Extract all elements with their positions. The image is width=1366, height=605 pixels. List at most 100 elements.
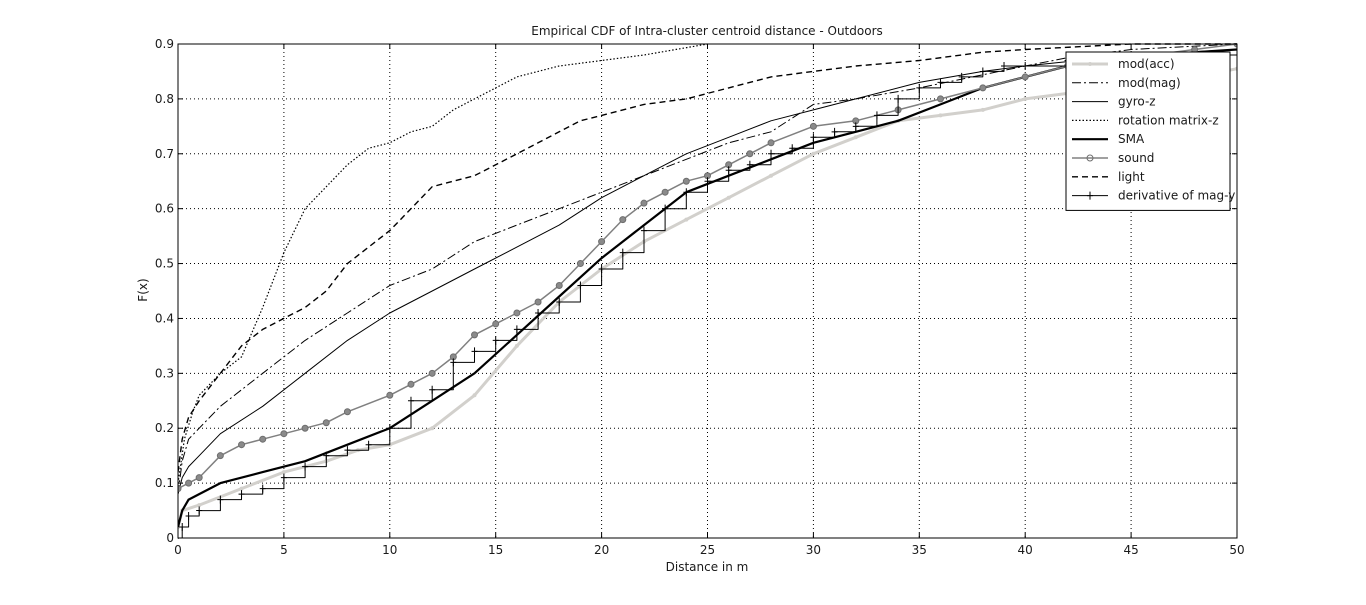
series-point bbox=[916, 83, 923, 92]
series-point bbox=[640, 199, 648, 207]
x-tick-label: 35 bbox=[912, 543, 927, 557]
x-tick-label: 15 bbox=[488, 543, 503, 557]
series-point bbox=[185, 512, 192, 521]
series-point bbox=[195, 474, 203, 482]
series-point bbox=[197, 503, 202, 508]
series-point bbox=[979, 67, 986, 76]
x-tick-label: 20 bbox=[594, 543, 609, 557]
series-point bbox=[429, 385, 436, 394]
legend-label: gyro-z bbox=[1118, 95, 1156, 109]
series-point bbox=[683, 188, 690, 197]
series-point bbox=[178, 485, 182, 493]
series-point bbox=[1021, 73, 1029, 81]
x-tick-label: 10 bbox=[382, 543, 397, 557]
series-point bbox=[492, 320, 500, 328]
series-point bbox=[322, 419, 330, 427]
plot-background bbox=[178, 44, 1237, 538]
series-point bbox=[598, 265, 605, 274]
legend-label: rotation matrix-z bbox=[1118, 113, 1219, 127]
series-point bbox=[853, 135, 858, 140]
series-point bbox=[767, 139, 775, 147]
legend-marker bbox=[1086, 154, 1094, 162]
series-line-6 bbox=[178, 43, 1237, 473]
series-point bbox=[280, 430, 288, 438]
x-tick-label: 25 bbox=[700, 543, 715, 557]
x-tick-label: 5 bbox=[280, 543, 288, 557]
series-point bbox=[471, 331, 479, 339]
y-tick-label: 0.7 bbox=[155, 147, 174, 161]
y-tick-label: 0.1 bbox=[155, 476, 174, 490]
x-tick-label: 50 bbox=[1229, 543, 1244, 557]
series-point bbox=[238, 441, 246, 449]
series-point bbox=[365, 440, 372, 449]
legend-label: mod(mag) bbox=[1118, 76, 1181, 90]
series-point bbox=[556, 297, 563, 306]
series-point bbox=[179, 523, 186, 532]
y-tick-label: 0.5 bbox=[155, 257, 174, 271]
series-point bbox=[1022, 61, 1029, 70]
x-tick-label: 0 bbox=[174, 543, 182, 557]
series-point bbox=[302, 462, 309, 471]
series-point bbox=[873, 111, 880, 120]
series-point bbox=[343, 408, 351, 416]
series-group bbox=[178, 43, 1237, 539]
series-point bbox=[386, 391, 394, 399]
series-point bbox=[430, 426, 435, 431]
legend-label: SMA bbox=[1118, 132, 1145, 146]
series-point bbox=[407, 380, 415, 388]
series-point bbox=[386, 424, 393, 433]
series-point bbox=[682, 177, 690, 185]
series-point bbox=[662, 204, 669, 213]
series-point bbox=[811, 151, 816, 156]
series-point bbox=[513, 325, 520, 334]
series-point bbox=[831, 127, 838, 136]
y-tick-label: 0.2 bbox=[155, 421, 174, 435]
series-point bbox=[810, 133, 817, 142]
series-line-7 bbox=[178, 49, 1237, 539]
series-point bbox=[684, 217, 689, 222]
series-point bbox=[619, 216, 627, 224]
legend: mod(acc) mod(mag) gyro-z rotation matrix-z S… bbox=[1065, 51, 1235, 211]
series-point bbox=[726, 195, 731, 200]
y-tick-label: 0.4 bbox=[155, 311, 174, 325]
series-point bbox=[661, 188, 669, 196]
series-point bbox=[936, 95, 944, 103]
y-tick-label: 0.6 bbox=[155, 202, 174, 216]
legend-label: sound bbox=[1118, 151, 1154, 165]
y-axis-label: F(x) bbox=[136, 278, 150, 301]
x-axis-label: Distance in m bbox=[666, 560, 749, 574]
series-point bbox=[217, 495, 224, 504]
series-point bbox=[598, 238, 606, 246]
series-point bbox=[301, 424, 309, 432]
series-point bbox=[259, 484, 266, 493]
series-point bbox=[428, 369, 436, 377]
y-tick-label: 0 bbox=[166, 531, 174, 545]
chart-title: Empirical CDF of Intra-cluster centroid … bbox=[531, 24, 883, 38]
series-point bbox=[809, 122, 817, 130]
plot-area: 0 5 10 15 20 25 30 35 40 45 50 0 0.1 0.2 0.3 0.4 0.5 0.6 0… bbox=[155, 37, 1245, 557]
series-point bbox=[216, 452, 224, 460]
y-tick-label: 0.8 bbox=[155, 92, 174, 106]
series-point bbox=[1001, 61, 1008, 70]
series-point bbox=[980, 107, 985, 112]
series-point bbox=[746, 150, 754, 158]
series-point bbox=[577, 281, 584, 290]
series-point bbox=[555, 282, 563, 290]
series-point bbox=[895, 94, 902, 103]
legend-box bbox=[1065, 51, 1231, 211]
series-point bbox=[938, 113, 943, 118]
series-point bbox=[937, 78, 944, 87]
series-point bbox=[450, 358, 457, 367]
series-point bbox=[619, 248, 626, 257]
series-point bbox=[238, 490, 245, 499]
series-point bbox=[514, 343, 519, 348]
series-point bbox=[239, 486, 244, 491]
series-point bbox=[768, 149, 775, 158]
legend-label: light bbox=[1118, 170, 1145, 184]
legend-label: mod(acc) bbox=[1118, 57, 1175, 71]
series-point bbox=[704, 177, 711, 186]
series-point bbox=[196, 506, 203, 515]
series-point bbox=[789, 144, 796, 153]
series-point bbox=[640, 226, 647, 235]
